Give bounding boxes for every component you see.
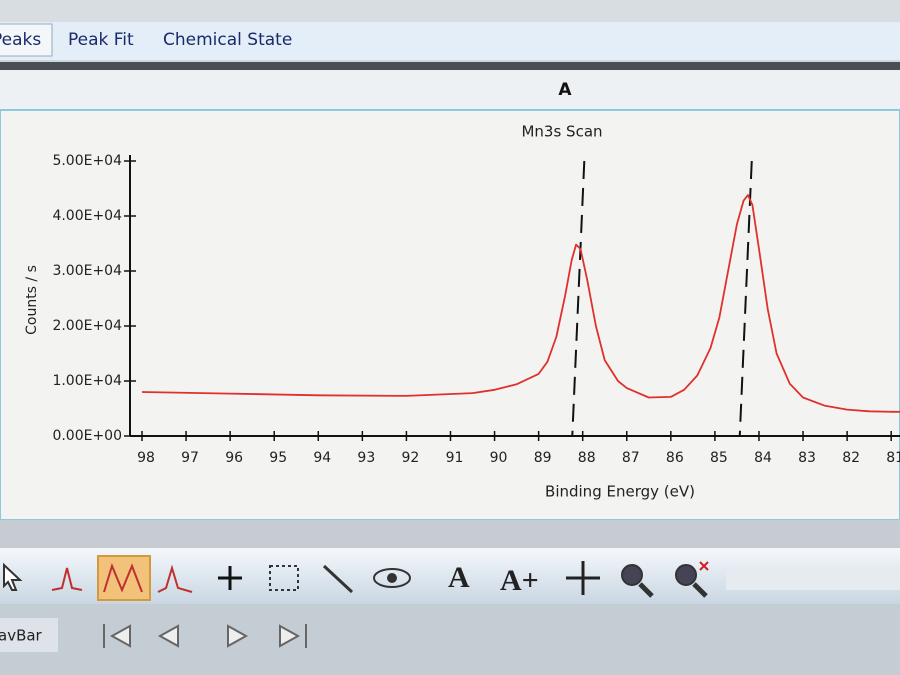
x-tick-label: 91 <box>446 450 464 466</box>
x-tick-label: 98 <box>137 450 155 466</box>
toolbar-field <box>726 566 900 590</box>
x-tick-label: 93 <box>357 450 375 466</box>
x-tick-label: 96 <box>225 450 243 466</box>
y-tick-label: 1.00E+04 <box>52 373 122 389</box>
panel-title: A <box>558 80 572 100</box>
tab[interactable]: Chemical State <box>163 30 292 50</box>
y-tick-label: 0.00E+00 <box>52 428 122 444</box>
navbar-label-box <box>0 618 58 652</box>
toolbar-icons[interactable] <box>3 555 709 601</box>
x-tick-label: 83 <box>798 450 816 466</box>
x-tick-label: 82 <box>842 450 860 466</box>
x-tick-label: 88 <box>578 450 596 466</box>
tab-active[interactable] <box>0 23 53 57</box>
x-tick-label: 97 <box>181 450 199 466</box>
x-tick-label: 84 <box>754 450 772 466</box>
tab-bar <box>0 22 900 60</box>
x-tick-label: 90 <box>490 450 508 466</box>
x-tick-label: 86 <box>666 450 684 466</box>
y-tick-label: 5.00E+04 <box>52 153 122 169</box>
peak-marker <box>738 160 753 437</box>
y-tick-label: 2.00E+04 <box>52 318 122 334</box>
navbar <box>0 604 900 675</box>
text-tool[interactable]: A <box>448 561 470 594</box>
text-add-tool[interactable]: A+ <box>500 564 539 597</box>
nav-buttons[interactable] <box>103 624 307 648</box>
navbar-label: avBar <box>0 627 43 645</box>
x-tick-label: 94 <box>313 450 331 466</box>
x-tick-label: 85 <box>710 450 728 466</box>
tab[interactable]: Peak Fit <box>68 30 134 50</box>
divider <box>0 62 900 70</box>
peak-marker <box>571 160 586 437</box>
x-axis-label: Binding Energy (eV) <box>545 483 695 501</box>
panel-header <box>0 70 900 110</box>
spectrum-line <box>141 194 900 413</box>
y-tick-label: 3.00E+04 <box>52 263 122 279</box>
tab[interactable]: Peaks <box>0 30 41 50</box>
chart: Mn3s Scan Binding Energy (eV) Counts / s 0.… <box>24 123 900 501</box>
x-tick-label: 87 <box>622 450 640 466</box>
window-top <box>0 0 900 22</box>
splitter <box>0 520 900 548</box>
x-tick-label: 81 <box>886 450 900 466</box>
x-tick-label: 89 <box>534 450 552 466</box>
x-tick-label: 92 <box>402 450 420 466</box>
y-axis-label: Counts / s <box>24 265 40 335</box>
chart-title: Mn3s Scan <box>521 123 602 141</box>
x-tick-label: 95 <box>269 450 287 466</box>
y-tick-label: 4.00E+04 <box>52 208 122 224</box>
